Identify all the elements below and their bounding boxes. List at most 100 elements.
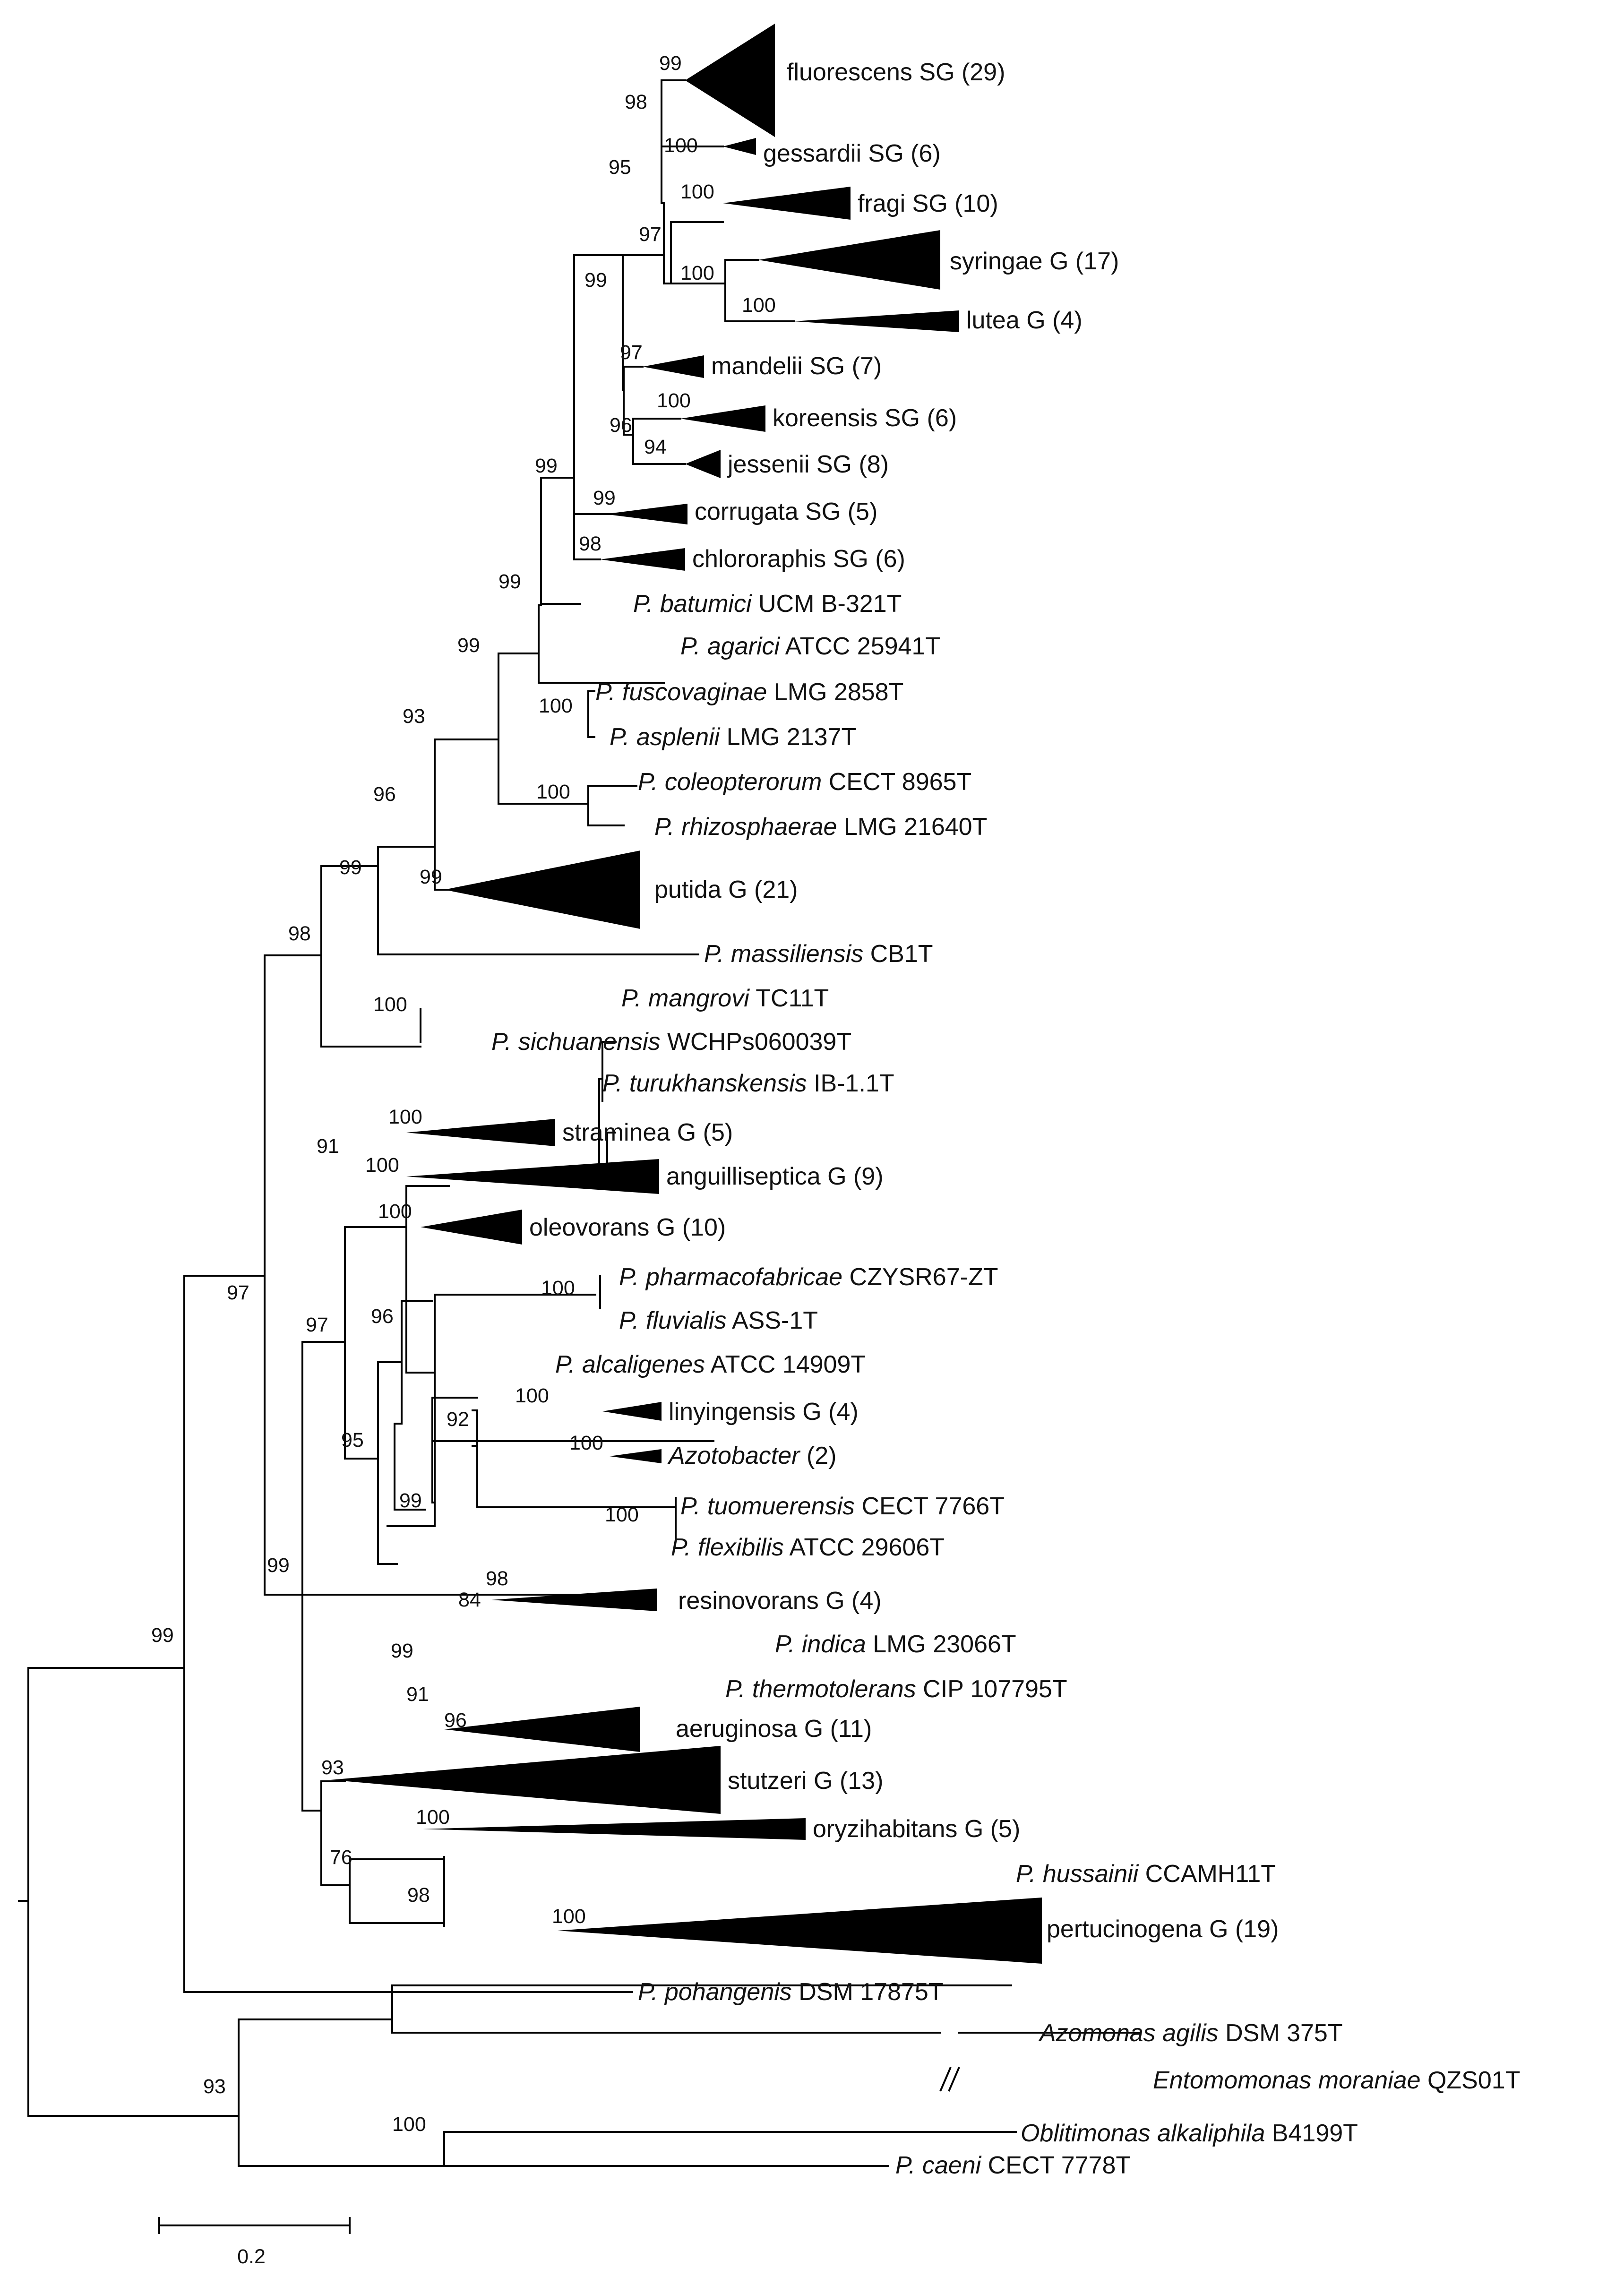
branch [670,221,795,322]
tip-text: CIP 107795T [916,1675,1067,1703]
tip-text: ASS-1T [726,1307,818,1334]
tip-italic-name: Oblitimonas alkaliphila [1021,2120,1265,2147]
tip-label-pohangenis: P. pohangenis DSM 17875T [638,1978,944,2006]
tip-italic-name: P. fluvialis [619,1307,726,1334]
support-value: 93 [321,1756,344,1779]
tip-label-jessenii: jessenii SG (8) [727,451,889,478]
tip-italic-name: P. thermotolerans [725,1675,916,1703]
tip-text: syringae G (17) [950,248,1119,275]
collapsed-clade-triangle [723,187,851,220]
tip-text: QZS01T [1421,2067,1521,2094]
support-value: 99 [593,487,616,509]
tip-italic-name: P. agarici [680,633,781,660]
collapsed-clade-triangle [600,548,685,571]
tip-text: UCM B-321T [752,590,902,618]
support-value: 93 [203,2075,226,2098]
tip-text: pertucinogena G (19) [1047,1915,1279,1943]
tip-italic-name: P. sichuanensis [491,1028,661,1056]
collapsed-clade-triangle [406,1159,659,1194]
tip-italic-name: P. indica [775,1631,866,1658]
tip-text: chlororaphis SG (6) [692,545,905,573]
tip-text: LMG 2858T [767,679,903,706]
collapsed-clade-triangle [406,1119,555,1146]
support-value: 100 [680,262,714,284]
tip-label-gessardii: gessardii SG (6) [763,140,941,167]
support-value: 99 [339,856,362,879]
tip-label-asplenii: P. asplenii LMG 2137T [610,723,856,751]
support-value: 100 [378,1200,412,1223]
tip-label-oryzihabitans: oryzihabitans G (5) [813,1815,1020,1843]
collapsed-clade-triangle [758,230,940,290]
branch [264,1594,322,1812]
tip-italic-name: P. pohangenis [638,1978,792,2006]
collapsed-clade-triangle [723,138,756,155]
collapsed-clade-triangle [421,1210,522,1245]
tip-italic-name: P. tuomuerensis [680,1493,855,1520]
tip-text: B4199T [1265,2120,1358,2147]
tip-italic-name: P. pharmacofabricae [619,1263,842,1291]
collapsed-clade-triangle [605,504,687,524]
tip-label-oblitimonas: Oblitimonas alkaliphila B4199T [1021,2120,1358,2147]
branch [238,2018,445,2167]
support-value: 99 [535,455,558,477]
collapsed-clade-triangle [685,24,775,137]
tip-label-stutzeri: stutzeri G (13) [728,1767,883,1795]
tip-text: linyingensis G (4) [669,1398,859,1426]
support-value: 99 [420,866,442,888]
branch [183,1275,633,1993]
tip-italic-name: Azotobacter [667,1442,801,1469]
tip-text: anguilliseptica G (9) [666,1163,884,1190]
support-value: 97 [227,1281,249,1304]
branch [394,1300,436,1503]
support-value: 100 [605,1503,639,1526]
support-value: 95 [341,1429,364,1451]
tip-label-alcaligenes: P. alcaligenes ATCC 14909T [555,1351,866,1378]
tip-text: WCHPs060039T [661,1028,852,1056]
tip-text: ATCC 14909T [705,1351,866,1378]
tip-label-straminea: straminea G (5) [562,1119,733,1146]
support-value: 100 [416,1806,450,1829]
support-value: 96 [610,414,632,437]
support-value: 99 [659,52,682,75]
tip-labels: fluorescens SG (29) gessardii SG (6) fragi… [491,59,1520,2179]
support-value: 96 [373,783,396,806]
tip-label-batumici: P. batumici UCM B-321T [633,590,902,618]
branch [387,1294,596,1527]
tip-text: TC11T [749,985,829,1012]
tip-text: CECT 8965T [822,768,971,796]
support-value: 76 [330,1846,352,1869]
tip-italic-name: P. fuscovaginae [595,679,767,706]
branch [540,477,581,605]
branch [498,653,589,826]
tip-text: gessardii SG (6) [763,140,941,167]
collapsed-clade-triangle [685,450,721,478]
support-value: 100 [664,134,698,157]
collapsed-clade-triangle [643,355,704,378]
support-value: 100 [552,1905,586,1928]
collapsed-clade-triangle [444,1707,640,1752]
support-values: 99 98 100 95 100 97 100 100 99 97 100 96 94 99 98 99 99 9… [151,52,776,2136]
tip-text: CECT 7778T [981,2152,1131,2179]
tip-label-mandelii: mandelii SG (7) [711,352,882,380]
tip-italic-name: P. alcaligenes [555,1351,705,1378]
tip-italic-name: P. turukhanskensis [602,1070,807,1097]
tip-label-indica: P. indica LMG 23066T [775,1631,1016,1658]
tip-label-azotobacter: Azotobacter (2) [667,1442,837,1469]
support-value: 98 [486,1567,508,1590]
branch [391,1984,1140,2034]
branch [431,1397,677,1541]
support-value: 84 [458,1589,481,1611]
tip-italic-name: P. flexibilis [671,1534,784,1561]
tip-label-coleopterorum: P. coleopterorum CECT 8965T [638,768,971,796]
support-value: 98 [407,1884,430,1907]
tip-label-aeruginosa: aeruginosa G (11) [676,1715,872,1743]
support-value: 96 [444,1709,467,1732]
support-value: 100 [657,389,691,412]
scale-bar: 0.2 [158,2217,351,2268]
branch [18,1667,240,2117]
tip-label-hussainii: P. hussainii CCAMH11T [1016,1860,1276,1888]
support-value: 99 [151,1624,174,1647]
tip-text: CCAMH11T [1138,1860,1276,1888]
tip-text: corrugata SG (5) [695,498,877,525]
tip-label-syringae: syringae G (17) [950,248,1119,275]
